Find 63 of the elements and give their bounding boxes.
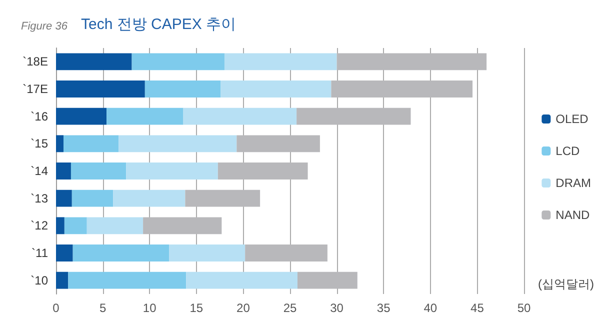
- bar: [56, 53, 132, 70]
- bar: [72, 244, 170, 262]
- bar: [70, 162, 126, 180]
- bar: [224, 53, 337, 70]
- bar: [86, 217, 144, 234]
- bar: [186, 272, 298, 289]
- bar: [218, 162, 308, 180]
- y-tick-label: `18E: [22, 54, 48, 69]
- bar: [63, 135, 119, 152]
- bar: [183, 108, 297, 125]
- bar: [64, 217, 87, 234]
- bar: [143, 217, 222, 234]
- bar: [56, 217, 64, 234]
- x-tick-label: 5: [99, 301, 106, 315]
- bar: [72, 190, 114, 207]
- x-tick-label: 50: [517, 301, 531, 315]
- legend-label: NAND: [556, 208, 590, 222]
- y-tick-label: `15: [30, 136, 48, 151]
- x-tick-label: 30: [330, 301, 344, 315]
- x-tick-label: 20: [236, 301, 250, 315]
- legend-label: OLED: [556, 112, 589, 126]
- bar: [56, 272, 68, 289]
- x-axis-title: (십억달러): [538, 277, 594, 291]
- bar: [220, 80, 332, 98]
- y-tick-label: `17E: [22, 82, 48, 96]
- x-tick-label: 10: [142, 301, 157, 315]
- y-tick-label: `16: [30, 109, 48, 124]
- y-tick-label: `11: [32, 246, 48, 260]
- bar: [126, 162, 218, 180]
- bar: [185, 190, 260, 207]
- bar: [144, 80, 221, 98]
- bar: [56, 108, 107, 125]
- caption: Figure 36: [21, 20, 68, 32]
- bar: [132, 53, 224, 70]
- legend-label: DRAM: [556, 176, 592, 190]
- bar: [56, 135, 64, 152]
- y-tick-label: `10: [30, 273, 48, 288]
- x-tick-label: 15: [190, 301, 204, 315]
- bar: [56, 244, 73, 262]
- x-tick-label: 25: [283, 301, 297, 315]
- chart-title: Tech 전방 CAPEX 추이: [81, 16, 236, 33]
- legend-label: LCD: [556, 144, 580, 158]
- bar: [236, 135, 320, 152]
- y-tick-label: `14: [30, 164, 48, 178]
- bar: [331, 80, 473, 98]
- bar: [245, 244, 328, 262]
- bar: [68, 272, 186, 289]
- x-tick-label: 40: [424, 301, 438, 315]
- y-tick-label: `12: [30, 218, 48, 233]
- x-tick-label: 45: [470, 301, 484, 315]
- bar: [169, 244, 246, 262]
- bar: [118, 135, 237, 152]
- bar: [106, 108, 184, 125]
- x-tick-label: 35: [376, 301, 391, 315]
- bar: [113, 190, 186, 207]
- bar: [296, 108, 411, 125]
- bar: [56, 80, 145, 98]
- bar: [336, 53, 487, 70]
- bar: [297, 272, 358, 289]
- bar: [56, 162, 71, 180]
- y-tick-label: `13: [30, 191, 48, 206]
- bar: [56, 190, 72, 207]
- x-tick-label: 0: [52, 301, 60, 315]
